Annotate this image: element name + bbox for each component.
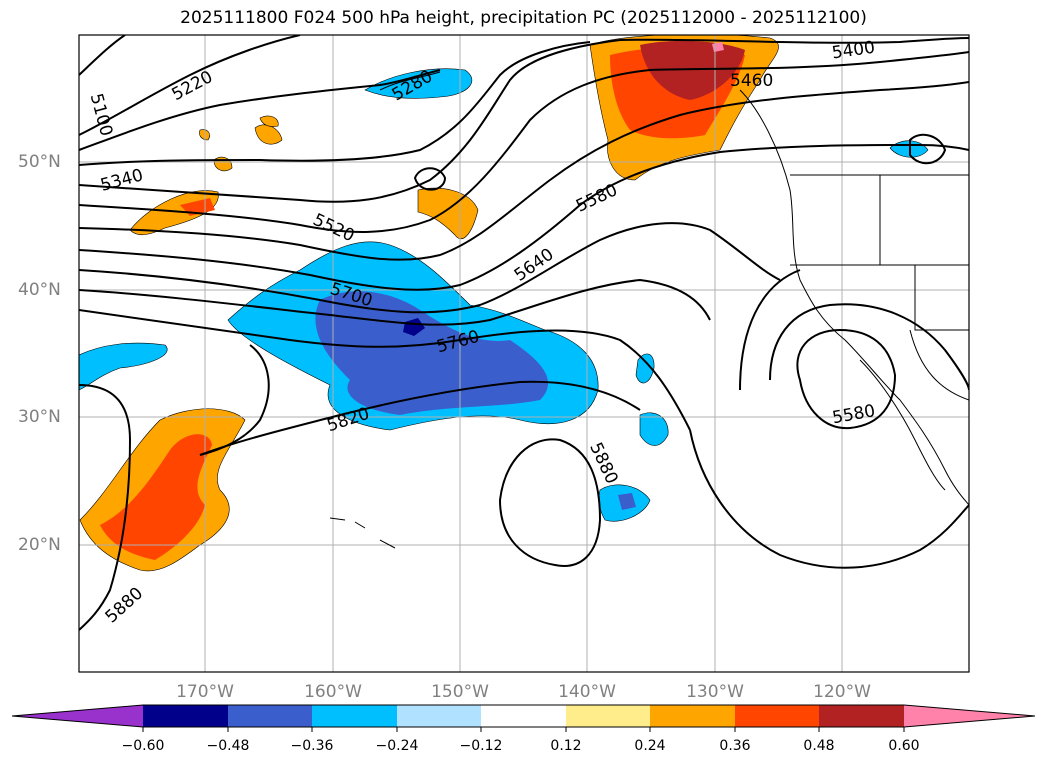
colorbar-cell-9: [819, 705, 904, 727]
contour-5580-s: [796, 328, 897, 430]
contour-5220: [79, 35, 301, 136]
colorbar-cell-6: [566, 705, 650, 727]
contour-5100: [79, 35, 126, 76]
contour-label-5580-n: 5580: [573, 180, 621, 216]
contour-label-5340: 5340: [98, 165, 145, 196]
neg-area-east: [639, 412, 669, 446]
contour-5640: [79, 222, 781, 314]
contour-label-5460: 5460: [730, 71, 773, 91]
contour-low-w: [413, 167, 447, 191]
colorbar: [11, 704, 1036, 732]
neg-area-main-mid: [315, 291, 549, 415]
map-title: 2025111800 F024 500 hPa height, precipit…: [180, 8, 867, 28]
colorbar-label-6: 0.24: [634, 738, 666, 754]
colorbar-label-9: 0.60: [888, 738, 920, 754]
contour-5280: [79, 69, 441, 151]
lon-label-170w: 170°W: [176, 682, 234, 702]
contour-label-5880-w: 5880: [102, 584, 148, 628]
colorbar-ticks: [142, 727, 905, 732]
contour-label-5100: 5100: [86, 91, 117, 138]
map-frame: [78, 34, 970, 673]
contour-5460: [79, 51, 969, 233]
coastlines: [329, 71, 969, 549]
contour-5700: [79, 278, 711, 326]
contour-label-5520: 5520: [310, 210, 358, 246]
graticule: [79, 35, 969, 672]
colorbar-label-0: −0.60: [121, 738, 165, 754]
height-contours: [79, 35, 969, 631]
colorbar-label-3: −0.24: [375, 738, 419, 754]
colorbar-cell-1: [143, 705, 228, 727]
contour-label-5820: 5820: [325, 404, 372, 436]
colorbar-label-8: 0.48: [803, 738, 835, 754]
contour-5820: [199, 380, 641, 456]
colorbar-cell-10: [904, 705, 1035, 727]
contour-outer-s: [769, 303, 969, 391]
lon-label-150w: 150°W: [431, 682, 489, 702]
colorbar-cell-0: [12, 705, 143, 727]
lat-label-50n: 50°N: [18, 152, 61, 172]
baja-coast: [859, 359, 946, 491]
aleutians: [379, 71, 441, 91]
colorbar-cell-5: [481, 705, 566, 727]
contour-low-e: [909, 133, 947, 165]
north-america-coast: [739, 89, 969, 506]
colorbar-label-5: 0.12: [550, 738, 582, 754]
contour-5400: [79, 37, 969, 203]
lat-label-30n: 30°N: [18, 407, 61, 427]
colorbar-label-2: −0.36: [290, 738, 334, 754]
pos-area-blob1: [254, 124, 283, 145]
colorbar-cell-2: [228, 705, 312, 727]
colorbar-label-7: 0.36: [719, 738, 751, 754]
colorbar-cell-8: [735, 705, 819, 727]
lon-label-160w: 160°W: [304, 682, 362, 702]
colorbar-label-1: −0.48: [206, 738, 250, 754]
colorbar-cell-7: [650, 705, 735, 727]
hawaii: [329, 517, 396, 549]
neg-area-aleutian: [364, 68, 473, 99]
contour-outer-s3: [689, 429, 969, 569]
pos-area-nw-dark: [640, 40, 745, 100]
contour-label-5640: 5640: [511, 245, 558, 286]
contour-5880-w: [79, 384, 132, 631]
colorbar-cell-3: [312, 705, 397, 727]
contour-label-5580-s: 5580: [831, 401, 877, 428]
contour-label-5880-loop: 5880: [585, 439, 621, 487]
lon-label-120w: 120°W: [813, 682, 871, 702]
colorbar-label-4: −0.12: [459, 738, 503, 754]
lat-label-20n: 20°N: [18, 535, 61, 555]
contour-5880-loop: [498, 438, 602, 567]
contour-5520: [79, 81, 969, 261]
pos-area-blob2: [259, 115, 279, 127]
pos-area-mid: [417, 187, 479, 240]
neg-area-east2: [635, 353, 655, 384]
colorbar-cell-4: [397, 705, 481, 727]
lon-label-140w: 140°W: [558, 682, 616, 702]
contour-outer-s2: [739, 269, 801, 391]
state-borders: [790, 174, 969, 401]
contour-5580-n: [79, 143, 969, 291]
contour-5760: [79, 309, 691, 431]
contour-label-5400: 5400: [831, 38, 877, 64]
neg-area-south-mid: [618, 493, 636, 510]
neg-area-west: [79, 342, 168, 391]
lon-label-130w: 130°W: [686, 682, 744, 702]
lat-label-40n: 40°N: [18, 280, 61, 300]
contour-west-5880: [199, 344, 270, 456]
pos-area-sw-mid: [100, 434, 212, 560]
contour-5340: [79, 41, 591, 166]
